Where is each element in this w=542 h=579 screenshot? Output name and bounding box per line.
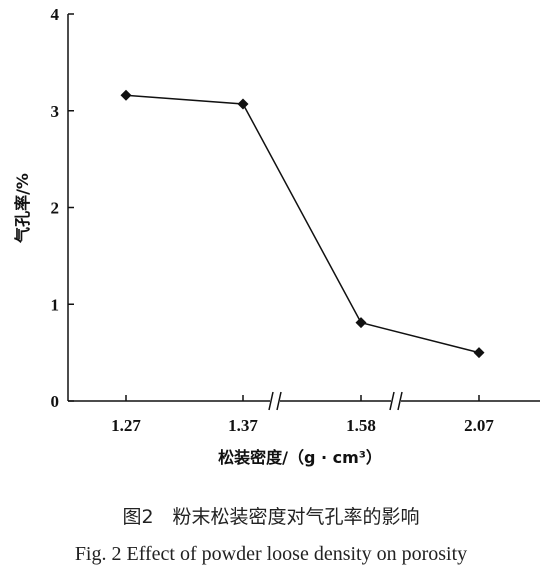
axis-break-mark <box>389 391 395 411</box>
axis-break-gap <box>391 398 401 404</box>
y-tick-label: 1 <box>51 295 60 314</box>
plot-area: 0 1 2 3 4 1.27 1.37 1.58 2.07 <box>51 5 540 435</box>
y-tick-label: 2 <box>51 199 60 218</box>
data-point-marker <box>473 347 485 359</box>
series-line <box>125 94 480 354</box>
x-tick-label: 1.37 <box>228 416 258 435</box>
x-tick-label: 1.58 <box>346 416 376 435</box>
figure-caption-chinese: 图2 粉末松装密度对气孔率的影响 <box>122 506 420 528</box>
y-tick-label: 0 <box>51 392 60 411</box>
data-point-marker <box>120 89 132 101</box>
x-tick-label: 1.27 <box>111 416 141 435</box>
axis-break-gap <box>270 398 280 404</box>
x-axis-title: 松装密度/（g · cm³） <box>218 448 382 467</box>
y-axis-title: 气孔率/% <box>13 173 32 244</box>
data-point-marker <box>237 98 249 110</box>
axis-break-mark <box>397 391 403 411</box>
y-tick-label: 4 <box>51 5 60 24</box>
x-tick-label: 2.07 <box>464 416 494 435</box>
axis-break-mark <box>276 391 282 411</box>
y-tick-label: 3 <box>51 102 60 121</box>
figure-caption-english: Fig. 2 Effect of powder loose density on… <box>74 543 468 565</box>
axis-break-mark <box>268 391 274 411</box>
data-point-marker <box>355 317 367 329</box>
chart: 0 1 2 3 4 1.27 1.37 1.58 2.07 松装密度/（g · cm³） 气孔率… <box>13 5 540 467</box>
